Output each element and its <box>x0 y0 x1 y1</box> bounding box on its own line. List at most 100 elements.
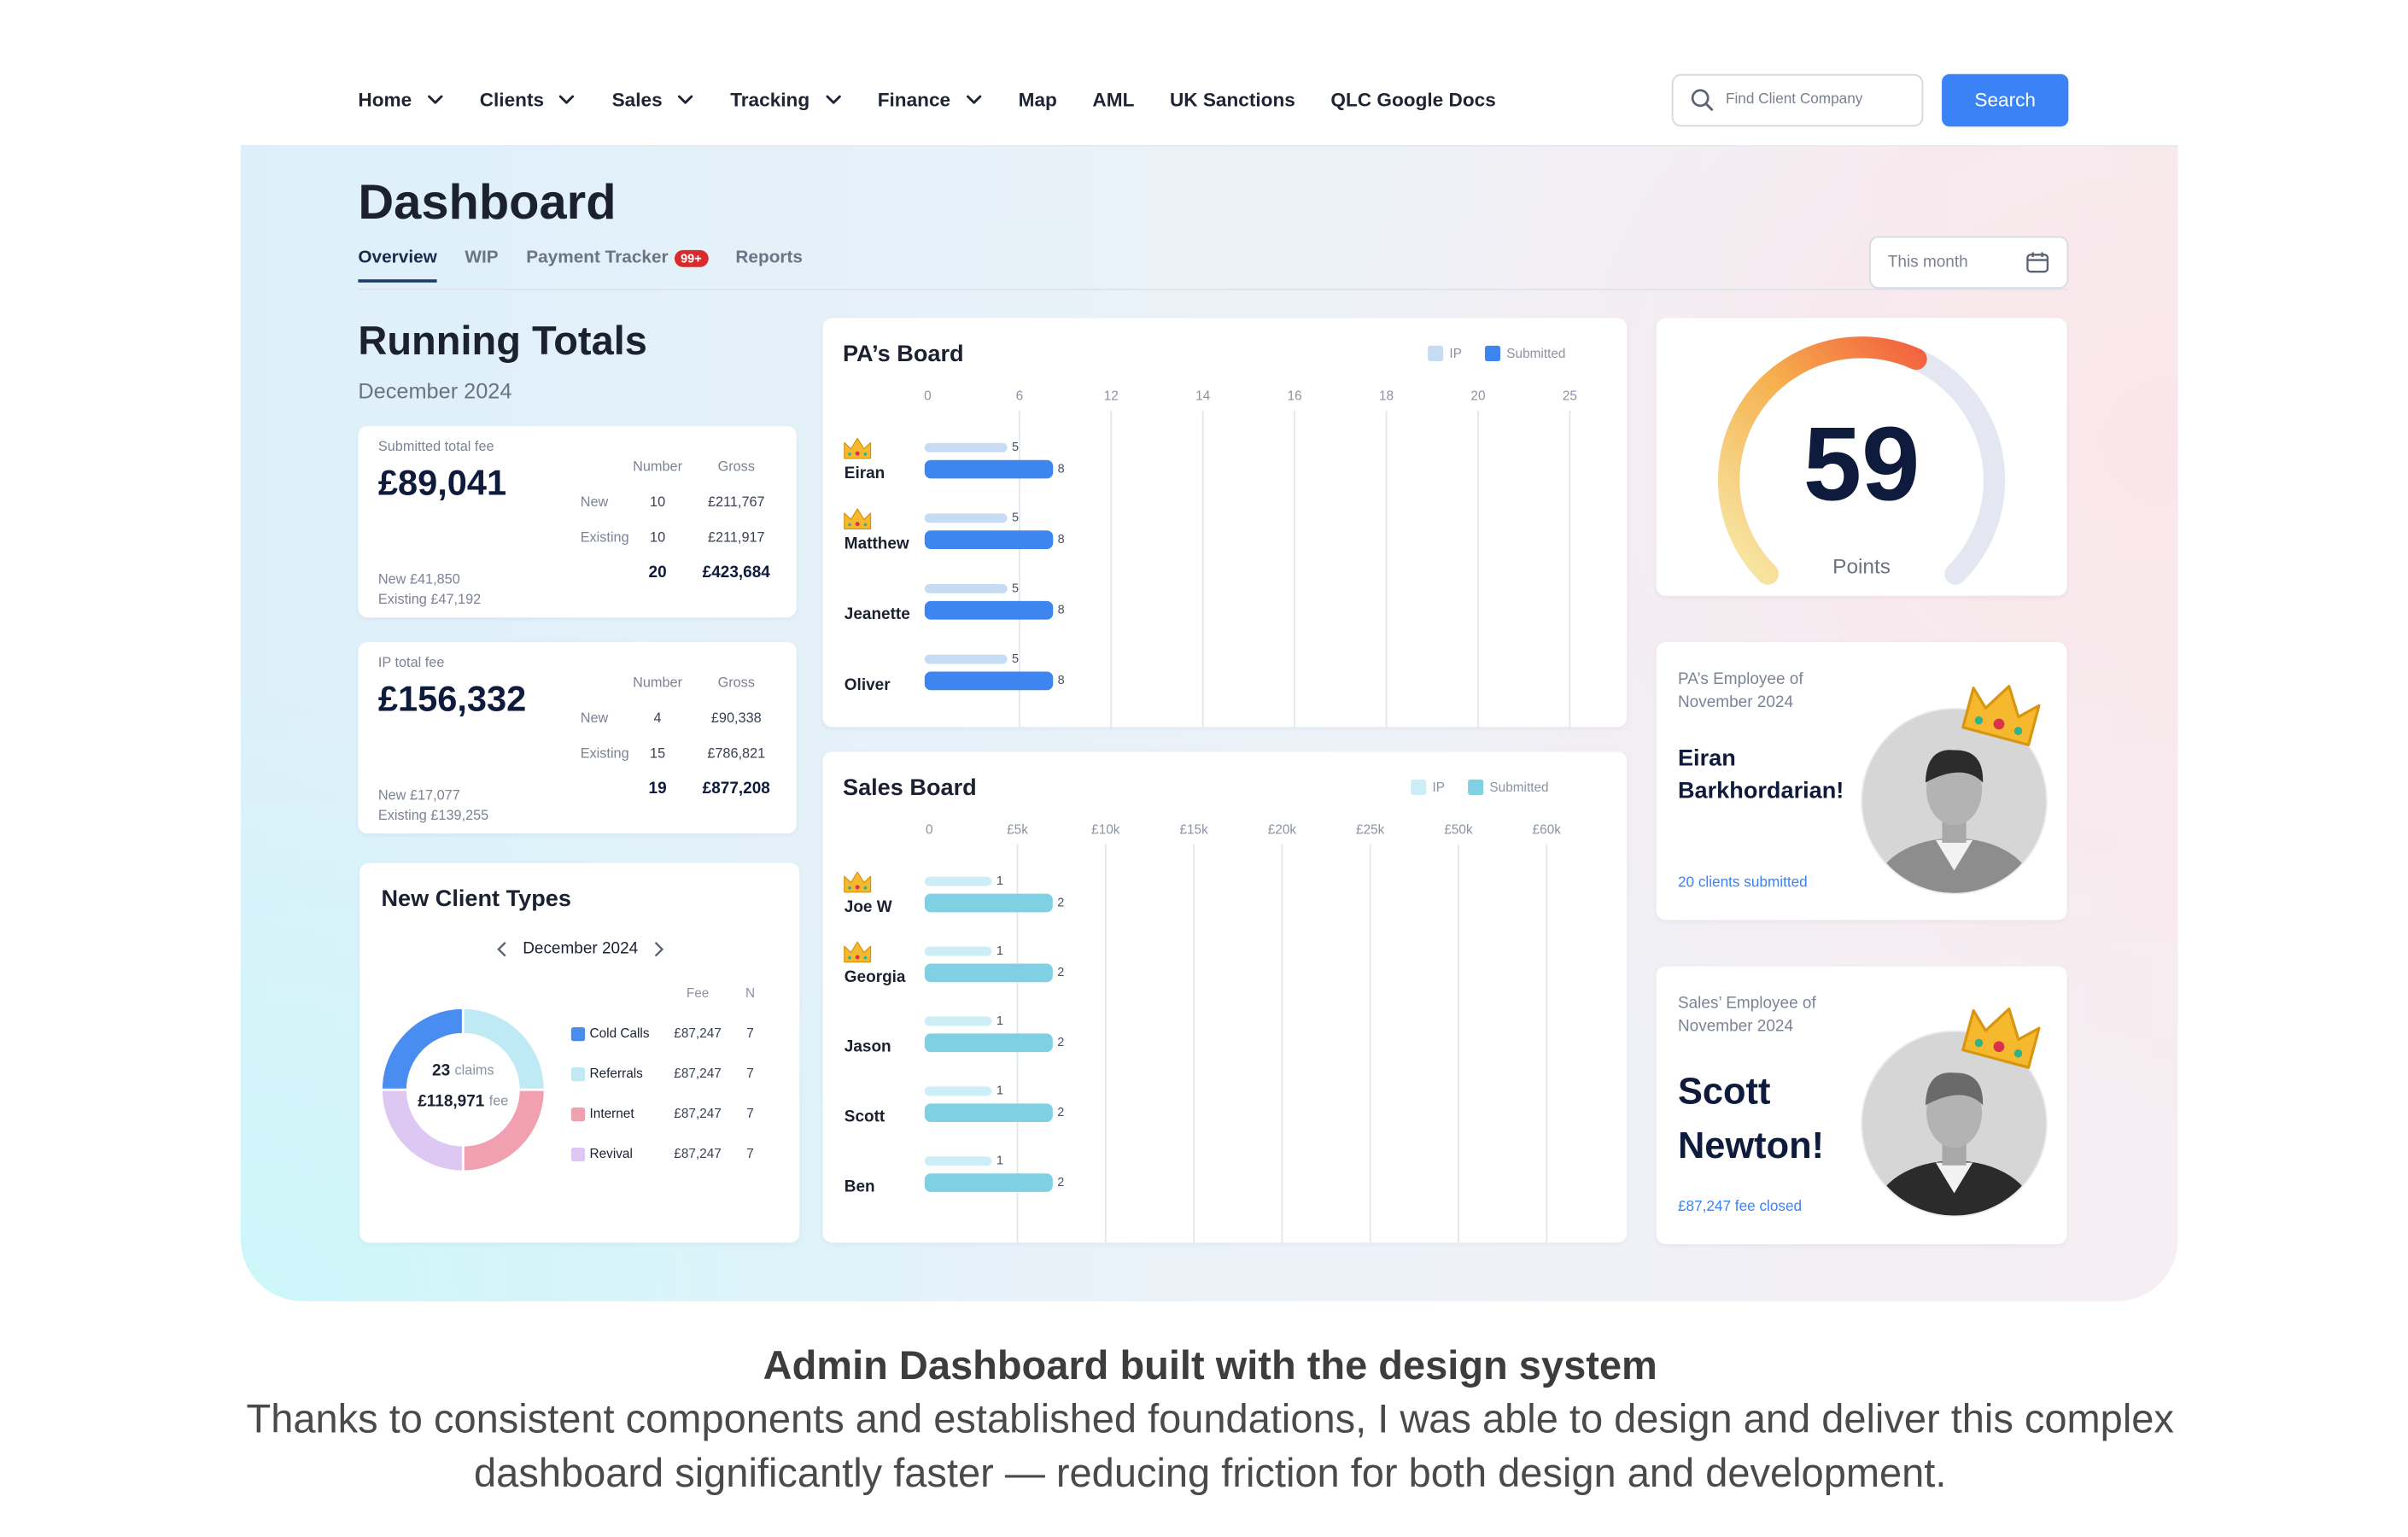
bar <box>924 513 1008 523</box>
search-box[interactable]: Find Client Company <box>1671 73 1924 127</box>
total-gross: £877,208 <box>702 779 770 798</box>
employee-detail: £87,247 fee closed <box>1677 1198 1803 1216</box>
tab[interactable]: WIP <box>465 248 498 283</box>
chevron <box>966 95 981 104</box>
nav-menu: Home Clients Sales Tracking Finance Map AML UK … <box>358 85 1495 115</box>
photo-ring <box>1861 707 2048 895</box>
row-label: New <box>580 710 609 726</box>
row-number: 10 <box>650 494 666 510</box>
legend-label: Referrals <box>590 1067 644 1081</box>
date-filter[interactable]: This month <box>1869 236 2069 289</box>
card-amount: £156,332 <box>377 678 527 719</box>
count-label: 7 <box>746 1107 754 1121</box>
employee-detail: 20 clients submitted <box>1677 874 1808 891</box>
nav-label: Tracking <box>730 89 810 112</box>
nav-item[interactable]: Map <box>1019 90 1057 111</box>
bar-chart: Sales Board IP Submitted 0 £5k £10k £15k £20k £2… <box>843 774 1562 1243</box>
nav-item[interactable]: UK Sanctions <box>1170 90 1295 111</box>
chevron-icon <box>559 95 575 104</box>
value-label: 5 <box>1012 581 1019 595</box>
nav-item[interactable]: Home <box>358 90 444 111</box>
search-icon-handle <box>1704 102 1714 111</box>
x-tick-label: 0 <box>924 389 932 404</box>
bar <box>924 876 992 886</box>
legend-swatch <box>1468 779 1484 795</box>
crown-jewel <box>855 885 860 890</box>
row-number: 4 <box>653 710 662 726</box>
nav-item[interactable]: Tracking <box>730 90 842 111</box>
photo-ring <box>1861 1030 2048 1218</box>
photo-hair <box>1925 1072 1984 1106</box>
legend-swatch <box>570 1027 586 1042</box>
row-label: Georgia <box>845 968 906 986</box>
crown-icon <box>844 437 872 459</box>
value-label: 2 <box>1057 966 1064 979</box>
next-arrow[interactable] <box>655 942 664 957</box>
crown-jewel <box>848 452 851 456</box>
tab-label: WIP <box>465 248 499 267</box>
bar <box>924 1156 992 1166</box>
column-label: £60k <box>1533 823 1562 838</box>
employee-title: Sales’ Employee of November 2024 <box>1677 994 1816 1036</box>
calendar-body <box>2026 254 2049 273</box>
nav-item[interactable]: AML <box>1092 90 1134 111</box>
nav-label: Sales <box>611 89 663 112</box>
row-gross: £786,821 <box>707 745 766 762</box>
bar <box>924 600 1054 620</box>
legend-swatch <box>570 1067 586 1082</box>
photo-body <box>1875 1160 2033 1217</box>
tab[interactable]: Payment Tracker 99+ <box>526 248 708 283</box>
tab-badge: 99+ <box>674 248 708 266</box>
value-label: 1 <box>997 1014 1003 1028</box>
column-header: Gross <box>717 674 755 691</box>
card-amount: £89,041 <box>377 462 507 503</box>
card-label: Submitted total fee <box>377 438 494 454</box>
page-title: Dashboard <box>358 173 617 230</box>
donut-center-fee: £118,971 fee <box>418 1093 508 1111</box>
column-label: £20k <box>1268 823 1297 838</box>
prev-arrow[interactable] <box>497 942 506 957</box>
nav-item[interactable]: Sales <box>612 90 695 111</box>
legend-label: IP <box>1433 780 1446 795</box>
chart-card <box>359 862 800 1243</box>
value-label: 1 <box>997 874 1003 888</box>
value-label: 2 <box>1057 1036 1064 1049</box>
photo-collar <box>1935 1162 1973 1194</box>
nav-item[interactable]: Finance <box>878 90 983 111</box>
bar <box>924 946 992 956</box>
donut-chart: New Client Types December 2024 Fee N Cold Ca… <box>380 885 755 1173</box>
x-tick-label: 18 <box>1379 389 1394 404</box>
total-number: 19 <box>648 779 667 798</box>
value-label: 2 <box>1057 1176 1064 1189</box>
crown-jewel <box>863 523 868 527</box>
gauge-fill <box>1717 336 1927 585</box>
section-subtitle: December 2024 <box>358 377 512 403</box>
nav-label: QLC Google Docs <box>1330 89 1496 112</box>
chevron-icon <box>825 95 840 104</box>
photo-body <box>1875 838 2033 894</box>
nav-label: Clients <box>479 89 545 112</box>
tab[interactable]: Reports <box>735 248 803 283</box>
tab[interactable]: Overview <box>358 248 437 283</box>
column-header: Number <box>633 458 683 474</box>
bar <box>924 671 1054 691</box>
crown-jewel <box>2013 727 2023 735</box>
search-button[interactable]: Search <box>1942 73 2069 127</box>
card-note: New £17,077 <box>377 786 460 803</box>
value-label: 5 <box>1012 511 1019 525</box>
claims-unit: claims <box>455 1063 494 1078</box>
nav-item[interactable]: QLC Google Docs <box>1330 90 1495 111</box>
nav-label: Map <box>1018 89 1057 112</box>
column-header: Fee <box>687 986 709 1001</box>
nav-item[interactable]: Clients <box>480 90 576 111</box>
column-label: £15k <box>1179 823 1208 838</box>
x-tick-label: 25 <box>1563 389 1577 404</box>
legend-label: Submitted <box>1489 780 1548 795</box>
crown-jewel <box>855 955 860 960</box>
bar <box>924 584 1008 593</box>
nav-label: Finance <box>877 89 951 112</box>
crown-jewel <box>855 451 860 456</box>
value-label: 5 <box>1012 441 1019 454</box>
total-card <box>358 641 797 834</box>
column-label: £10k <box>1091 823 1120 838</box>
